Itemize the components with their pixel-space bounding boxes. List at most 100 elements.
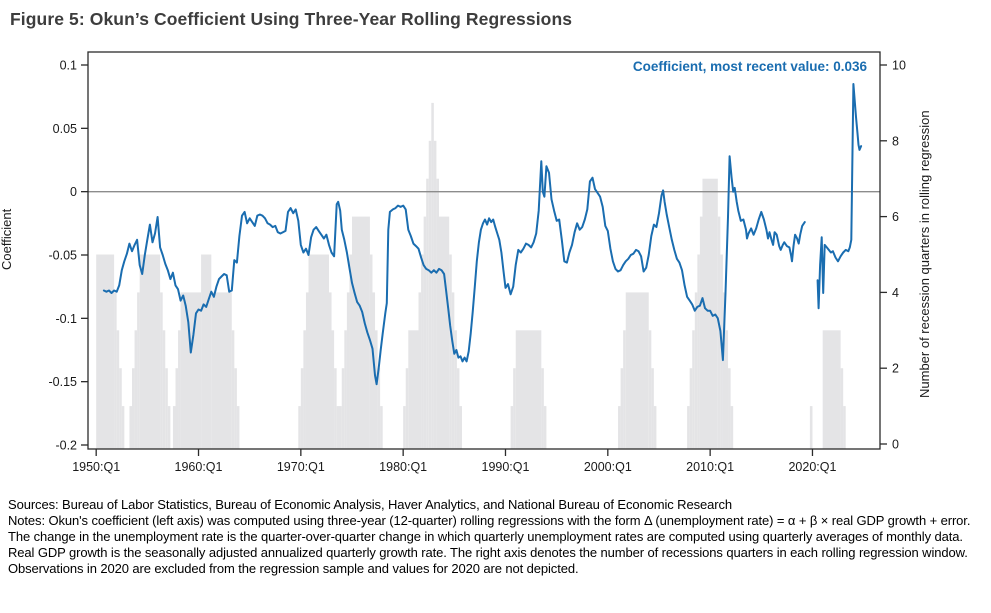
recession-bar: [459, 406, 462, 449]
left-axis-tick-label: -0.15: [49, 375, 78, 389]
recession-bar: [431, 102, 434, 450]
recession-bar: [541, 368, 544, 449]
x-axis-tick-label: 1990:Q1: [482, 460, 530, 474]
recession-bar: [651, 368, 654, 449]
chart-annotation: Coefficient, most recent value: 0.036: [632, 59, 867, 74]
recession-bar: [625, 292, 649, 449]
recession-bar: [451, 292, 455, 449]
recession-bar: [121, 406, 125, 449]
recession-bar: [513, 368, 516, 449]
recession-bar: [178, 330, 181, 449]
recession-bar: [377, 368, 381, 449]
recession-bar: [119, 368, 122, 449]
coefficient-line: [816, 83, 863, 310]
recession-bar: [180, 292, 202, 449]
recession-bar: [116, 330, 120, 449]
figure-notes: Sources: Bureau of Labor Statistics, Bur…: [0, 491, 991, 578]
recession-bar: [697, 254, 700, 449]
recession-bar: [515, 330, 542, 449]
recession-bar: [298, 406, 301, 449]
recession-bar: [648, 330, 652, 449]
recession-bar: [96, 254, 115, 449]
recession-bar: [341, 368, 345, 449]
recession-bar: [408, 330, 419, 449]
x-axis-tick-label: 1960:Q1: [175, 460, 223, 474]
recession-bar: [653, 406, 657, 449]
left-axis-tick-label: 0: [70, 185, 77, 199]
recession-bar: [692, 330, 695, 449]
recession-bar: [433, 140, 437, 450]
recession-bar: [234, 368, 237, 449]
recession-bar: [438, 216, 450, 449]
recession-bar: [510, 406, 514, 449]
recession-bar: [132, 368, 135, 449]
recession-bar: [840, 368, 844, 449]
recession-bar: [418, 292, 422, 449]
recession-bar: [308, 254, 329, 449]
recession-bar: [305, 292, 309, 449]
recession-bar: [211, 292, 232, 449]
recession-bar: [336, 406, 342, 449]
left-axis-tick-label: -0.05: [49, 249, 78, 263]
recession-bar: [380, 406, 383, 449]
recession-bar: [331, 330, 335, 449]
recession-bar: [454, 330, 457, 449]
recession-bar: [303, 330, 306, 449]
recession-bar: [175, 368, 179, 449]
recession-bar: [809, 406, 813, 449]
recession-bar: [167, 406, 171, 449]
x-axis-tick-label: 1980:Q1: [379, 460, 427, 474]
recession-bar: [423, 216, 427, 449]
recession-bar: [618, 406, 621, 449]
recession-bar: [843, 406, 846, 449]
okun-coefficient-chart: 0.1 0.05 0 -0.05 -0.1 -0.15 -0.2 10 8 6 4 2 0 1950:Q1…: [49, 51, 906, 474]
recession-bar: [822, 330, 841, 449]
left-axis-tick-label: -0.1: [55, 312, 77, 326]
recession-bar: [456, 368, 460, 449]
recession-bar: [328, 292, 332, 449]
recession-bar: [349, 254, 352, 449]
recession-bar: [702, 178, 718, 449]
recession-bar: [689, 368, 693, 449]
x-axis-tick-label: 1950:Q1: [72, 460, 120, 474]
right-axis-tick-label: 10: [892, 59, 906, 73]
recession-bar: [369, 254, 373, 449]
recession-bar: [421, 254, 424, 449]
recession-bar: [449, 254, 452, 449]
sources-text: Sources: Bureau of Labor Statistics, Bur…: [8, 497, 733, 512]
left-axis-tick-label: 0.05: [53, 122, 77, 136]
recession-bar: [375, 330, 378, 449]
recession-bar: [426, 178, 429, 449]
recession-bar: [334, 368, 337, 449]
recession-bar: [725, 330, 729, 449]
right-axis-tick-label: 4: [892, 286, 899, 300]
recession-bar: [137, 292, 140, 449]
recession-bar: [405, 368, 409, 449]
recession-bar: [623, 330, 626, 449]
chart-area: 0.1 0.05 0 -0.05 -0.1 -0.15 -0.2 10 8 6 4 2 0 1950:Q1…: [0, 31, 991, 491]
x-axis-tick-label: 1970:Q1: [277, 460, 325, 474]
right-axis-tick-label: 2: [892, 362, 899, 376]
x-axis-tick-label: 2000:Q1: [584, 460, 632, 474]
notes-text: Notes: Okun's coefficient (left axis) wa…: [8, 513, 971, 577]
recession-bar: [172, 406, 176, 449]
recession-bar: [129, 406, 132, 449]
recession-bar: [620, 368, 624, 449]
recession-bar: [428, 140, 432, 450]
recession-bar: [344, 330, 347, 449]
recession-bar: [114, 292, 117, 449]
recession-bar: [403, 406, 406, 449]
x-axis-tick-label: 2020:Q1: [788, 460, 836, 474]
coefficient-line: [102, 155, 806, 386]
left-axis-title: Coefficient: [0, 208, 14, 270]
recession-bar: [201, 254, 212, 449]
right-axis-tick-label: 0: [892, 438, 899, 452]
recession-bar: [165, 368, 168, 449]
plot-frame: [87, 51, 881, 450]
left-axis-tick-label: 0.1: [60, 59, 77, 73]
recession-bar: [699, 216, 703, 449]
recession-bar: [543, 406, 547, 449]
x-axis-tick-label: 2010:Q1: [686, 460, 734, 474]
recession-bar: [300, 368, 304, 449]
